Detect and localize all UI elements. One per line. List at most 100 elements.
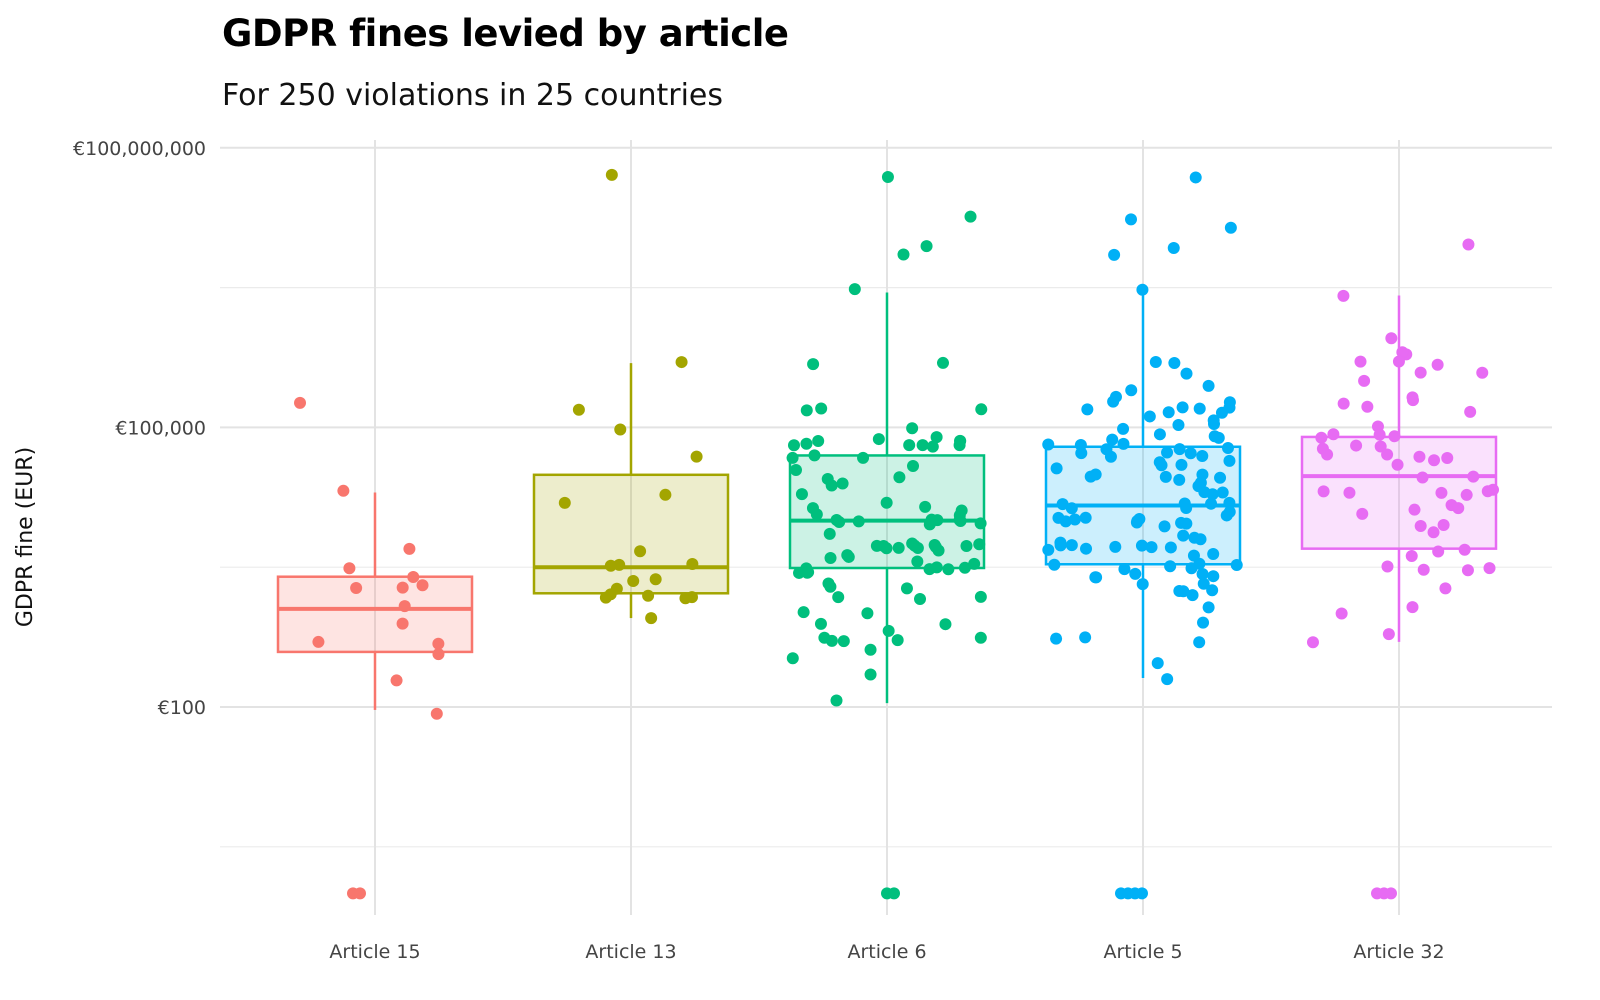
data-point bbox=[1207, 547, 1220, 560]
data-point bbox=[824, 580, 837, 593]
data-point bbox=[1230, 558, 1243, 571]
data-point bbox=[1080, 542, 1093, 555]
data-point bbox=[312, 635, 325, 648]
data-point bbox=[892, 541, 905, 554]
data-point bbox=[1089, 468, 1102, 481]
data-point bbox=[1208, 430, 1221, 443]
data-point bbox=[599, 591, 612, 604]
data-point bbox=[916, 439, 929, 452]
data-point bbox=[675, 356, 688, 369]
chart-title: GDPR fines levied by article bbox=[222, 12, 789, 55]
data-point bbox=[1382, 628, 1395, 641]
data-point bbox=[1406, 391, 1419, 404]
data-point bbox=[1079, 631, 1092, 644]
iqr-box bbox=[532, 473, 730, 595]
data-point bbox=[800, 404, 813, 417]
data-point bbox=[1431, 358, 1444, 371]
data-point bbox=[649, 573, 662, 586]
data-point bbox=[1155, 459, 1168, 472]
data-point bbox=[1194, 476, 1207, 489]
data-point bbox=[354, 887, 366, 900]
data-point bbox=[888, 887, 900, 900]
data-point bbox=[1458, 543, 1471, 556]
data-point bbox=[975, 403, 988, 416]
data-point bbox=[1208, 418, 1221, 431]
data-point bbox=[1106, 433, 1119, 446]
data-point bbox=[1462, 238, 1475, 251]
data-point bbox=[1180, 367, 1193, 380]
points-article-5 bbox=[1042, 171, 1243, 900]
data-point bbox=[1452, 502, 1465, 515]
points-article-15 bbox=[294, 396, 445, 900]
data-point bbox=[1173, 473, 1186, 486]
data-point bbox=[815, 402, 828, 415]
data-point bbox=[1464, 405, 1477, 418]
data-point bbox=[627, 574, 640, 587]
data-point bbox=[558, 496, 571, 509]
data-point bbox=[911, 541, 924, 554]
data-point bbox=[1385, 887, 1397, 900]
data-point bbox=[852, 515, 865, 528]
data-point bbox=[1068, 513, 1081, 526]
data-point bbox=[1441, 451, 1454, 464]
data-point bbox=[900, 582, 913, 595]
data-point bbox=[920, 240, 933, 253]
data-point bbox=[1184, 447, 1197, 460]
y-axis-ticks: €100 €100,000 €100,000,000 bbox=[73, 138, 206, 719]
data-point bbox=[645, 612, 658, 625]
x-tick-label: Article 13 bbox=[585, 941, 676, 963]
data-point bbox=[1177, 585, 1190, 598]
data-point bbox=[1162, 406, 1175, 419]
data-point bbox=[914, 593, 927, 606]
data-point bbox=[1164, 560, 1177, 573]
data-point bbox=[430, 707, 443, 720]
data-point bbox=[1048, 558, 1061, 571]
data-point bbox=[1414, 366, 1427, 379]
data-point bbox=[861, 607, 874, 620]
data-point bbox=[1205, 497, 1218, 510]
data-point bbox=[1189, 171, 1202, 184]
data-point bbox=[1437, 518, 1450, 531]
data-point bbox=[1130, 516, 1143, 529]
data-point bbox=[1125, 384, 1138, 397]
data-point bbox=[1427, 526, 1440, 539]
data-point bbox=[872, 433, 885, 446]
data-point bbox=[1050, 462, 1063, 475]
data-point bbox=[787, 439, 800, 452]
data-point bbox=[1417, 563, 1430, 576]
data-point bbox=[1143, 410, 1156, 423]
data-point bbox=[1054, 539, 1067, 552]
data-point bbox=[1487, 483, 1500, 496]
data-point bbox=[432, 637, 445, 650]
data-point bbox=[398, 600, 411, 613]
data-point bbox=[690, 450, 703, 463]
data-point bbox=[893, 471, 906, 484]
data-point bbox=[1107, 395, 1120, 408]
data-point bbox=[614, 423, 627, 436]
data-point bbox=[343, 562, 356, 575]
data-point bbox=[294, 396, 307, 409]
data-point bbox=[926, 440, 939, 453]
data-point bbox=[605, 168, 618, 181]
data-point bbox=[1202, 601, 1215, 614]
data-point bbox=[1223, 505, 1236, 518]
data-point bbox=[1081, 403, 1094, 416]
data-point bbox=[954, 514, 967, 527]
data-point bbox=[1476, 366, 1489, 379]
data-point bbox=[930, 431, 943, 444]
data-point bbox=[686, 558, 699, 571]
data-point bbox=[832, 591, 845, 604]
data-point bbox=[818, 631, 831, 644]
data-point bbox=[1117, 437, 1130, 450]
data-point bbox=[1358, 374, 1371, 387]
data-point bbox=[810, 508, 823, 521]
box-article-13 bbox=[532, 363, 730, 619]
data-point bbox=[1042, 543, 1055, 556]
data-point bbox=[836, 477, 849, 490]
points bbox=[294, 168, 1500, 900]
data-point bbox=[974, 631, 987, 644]
data-point bbox=[939, 618, 952, 631]
data-point bbox=[1151, 657, 1164, 670]
data-point bbox=[928, 539, 941, 552]
data-point bbox=[1167, 242, 1180, 255]
